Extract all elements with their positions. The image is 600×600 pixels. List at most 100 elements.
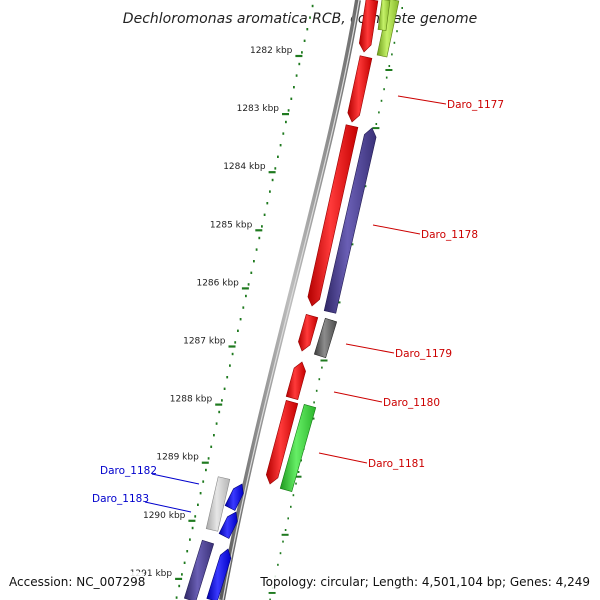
scale-minor-tick <box>242 306 245 309</box>
scale-minor-tick <box>309 16 311 19</box>
footer-summary-bg <box>258 572 594 592</box>
scale-minor-tick <box>269 190 271 193</box>
scale-minor-tick <box>210 445 213 448</box>
gene-label-daro-1179[interactable]: Daro_1179 <box>395 348 452 360</box>
accession-text: Accession: NC_007298 <box>9 575 145 589</box>
scale-tick-label: 1287 kbp <box>183 337 226 347</box>
gene-daro-1177[interactable] <box>347 55 373 123</box>
scale-minor-tick <box>271 178 274 182</box>
scale-tick-label: 1282 kbp <box>250 46 293 56</box>
scale-minor-tick <box>247 283 250 286</box>
scale-minor-tick <box>239 318 242 321</box>
outer-track-dot <box>378 111 380 114</box>
outer-track-dot <box>287 517 289 520</box>
outer-track-dot <box>385 76 388 79</box>
scale-minor-tick <box>178 584 181 588</box>
scale-minor-tick <box>245 294 247 298</box>
scale-minor-tick <box>279 144 282 147</box>
outer-track-dot <box>279 552 282 555</box>
gene-label-daro-1181[interactable]: Daro_1181 <box>368 458 425 470</box>
outer-track-dot <box>313 401 315 404</box>
gene-daro-1178-reverse[interactable] <box>323 127 377 314</box>
gene-daro-1179-reverse[interactable] <box>313 317 338 359</box>
leader-line-daro-1177 <box>397 95 447 105</box>
scale-minor-tick <box>194 515 197 518</box>
scale-minor-tick <box>197 503 199 506</box>
leader-line-daro-1180 <box>333 391 383 403</box>
gene-label-daro-1178[interactable]: Daro_1178 <box>421 229 478 241</box>
scale-minor-tick <box>311 4 314 8</box>
scale-minor-tick <box>263 213 266 216</box>
scale-minor-tick <box>301 51 303 54</box>
scale-minor-tick <box>255 248 258 251</box>
scale-minor-tick <box>221 399 223 402</box>
scale-minor-tick <box>202 480 205 483</box>
scale-tick-label: 1284 kbp <box>223 162 266 172</box>
gene-features <box>183 0 400 600</box>
genome-backbone <box>219 0 361 600</box>
outer-track-dot <box>277 563 279 566</box>
scale-minor-tick <box>293 86 295 89</box>
scale-minor-tick <box>274 167 277 170</box>
scale-minor-tick <box>258 236 261 240</box>
scale-minor-tick <box>175 596 178 599</box>
summary-text: Topology: circular; Length: 4,501,104 bp… <box>259 575 590 589</box>
scale-minor-tick <box>250 271 253 274</box>
outer-track-dot <box>375 123 378 125</box>
scale-minor-tick <box>205 468 207 472</box>
gene-daro-1182-forward[interactable] <box>224 483 244 511</box>
gene-label-daro-1180[interactable]: Daro_1180 <box>383 397 440 409</box>
outer-track-dot <box>396 30 398 33</box>
outer-track-dot <box>315 389 318 392</box>
gene-daro-1184[interactable] <box>206 548 232 600</box>
gene-daro-1181-reverse[interactable] <box>279 404 317 492</box>
scale-minor-tick <box>261 225 263 228</box>
scale-minor-tick <box>306 28 309 31</box>
gene-daro-1181[interactable] <box>265 400 299 485</box>
scale-tick-label: 1285 kbp <box>210 220 253 230</box>
scale-tick-label: 1283 kbp <box>237 104 280 114</box>
footer-accession-bg <box>6 572 144 592</box>
scale-minor-tick <box>290 97 293 100</box>
scale-minor-tick <box>189 538 191 541</box>
scale-minor-tick <box>186 550 189 553</box>
outer-track-dot <box>388 65 391 67</box>
leader-line-daro-1183 <box>144 501 192 513</box>
gene-lime-small[interactable] <box>377 0 391 31</box>
gene-daro-1180[interactable] <box>285 361 306 400</box>
genome-title: Dechloromonas aromatica RCB, complete ge… <box>123 11 477 27</box>
outer-track-dot <box>290 505 292 508</box>
scale-minor-tick <box>237 329 239 332</box>
scale-minor-tick <box>266 202 269 205</box>
scale-minor-tick <box>207 457 210 460</box>
gene-daro-1182[interactable] <box>205 476 231 532</box>
outer-track-dot <box>284 529 287 531</box>
gene-daro-1184-reverse[interactable] <box>183 539 215 600</box>
outer-track-dot <box>383 88 385 91</box>
outer-track-dot <box>398 18 401 21</box>
leader-line-daro-1181 <box>318 452 368 464</box>
gene-daro-1177-upstream[interactable] <box>358 0 379 53</box>
gene-daro-1178[interactable] <box>307 124 359 307</box>
gene-daro-1177-lime[interactable] <box>376 0 400 58</box>
scale-minor-tick <box>223 387 226 390</box>
outer-track-dot <box>380 99 383 102</box>
kbp-scale: 1282 kbp 1283 kbp 1284 kbp 1285 kbp 1286 kbp… <box>130 4 314 599</box>
gene-label-daro-1177[interactable]: Daro_1177 <box>447 99 504 111</box>
scale-minor-tick <box>226 376 229 379</box>
gene-daro-1183[interactable] <box>218 511 238 539</box>
outer-track-dot <box>393 41 396 44</box>
scale-tick-label: 1290 kbp <box>143 511 186 521</box>
outer-track-dot <box>321 366 323 369</box>
outer-track-dot <box>318 378 321 381</box>
scale-minor-tick <box>215 422 218 425</box>
scale-tick-label: 1291 kbp <box>130 569 173 579</box>
gene-daro-1179[interactable] <box>298 314 319 352</box>
scale-minor-tick <box>285 120 287 124</box>
scale-tick-label: 1286 kbp <box>196 278 239 288</box>
scale-minor-tick <box>191 526 194 530</box>
scale-tick-label: 1289 kbp <box>156 453 199 463</box>
gene-label-daro-1182[interactable]: Daro_1182 <box>100 465 157 477</box>
gene-label-daro-1183[interactable]: Daro_1183 <box>92 493 149 505</box>
